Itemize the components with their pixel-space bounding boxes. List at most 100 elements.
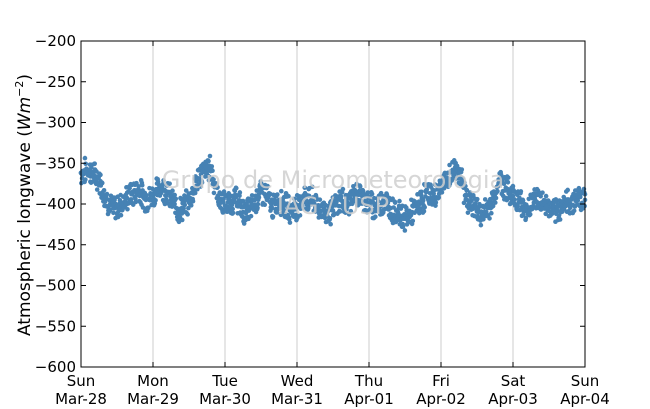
data-point [139,182,145,188]
data-point [392,200,398,205]
data-point [206,158,211,164]
data-point [474,196,480,202]
data-point [306,205,311,211]
data-point [244,201,250,207]
data-point [188,203,194,208]
y-axis-title-exponent: −2 [13,81,26,97]
watermark-line-2: IAG / USP [277,192,389,220]
data-point [170,188,175,194]
data-point [221,196,226,202]
data-point [510,183,516,189]
data-point [373,214,378,220]
x-tick-label-day: Sun [571,372,600,390]
data-point [325,208,331,214]
data-point [433,200,439,205]
data-point [520,198,526,203]
data-point [127,185,132,191]
data-point [441,185,447,191]
x-tick-label-day: Tue [211,372,238,390]
data-point [287,220,293,225]
data-point [431,191,436,197]
data-point [557,217,563,222]
data-point [329,207,335,213]
data-point [421,208,427,214]
data-point [136,183,141,189]
data-point [469,198,474,204]
data-point [104,191,110,197]
data-point [365,190,371,195]
x-tick-label-day: Sat [501,372,526,390]
data-point [101,187,107,193]
data-point [418,206,424,211]
data-point [400,224,406,229]
y-tick-label: −600 [35,358,76,376]
data-point [348,208,354,214]
data-point [297,213,303,218]
data-point [369,191,375,197]
data-point [527,212,533,217]
data-point [357,184,363,189]
watermark: Grupo de Micrometeorologia IAG / USP [162,166,504,220]
data-point [241,221,247,226]
y-tick-label: −300 [35,114,76,132]
data-point [521,212,526,218]
x-tick-label-date: Apr-04 [560,390,610,408]
x-tick-label-day: Thu [354,372,383,390]
data-point [161,178,166,183]
y-tick-label: −350 [35,154,76,172]
data-point [309,184,315,190]
data-point [447,162,452,168]
data-point [83,161,88,167]
x-tick-label-day: Wed [281,372,314,390]
data-point [508,190,513,196]
y-tick-label: −400 [35,195,76,213]
data-point [375,198,381,204]
data-point [125,206,130,212]
data-point [207,153,213,159]
data-point [94,187,100,192]
data-point [463,192,469,197]
data-point [549,211,555,216]
data-point [571,208,577,214]
data-point [272,197,278,203]
data-point [391,205,397,210]
data-point [492,200,498,205]
data-point [302,185,308,190]
data-point [461,200,467,206]
data-point [523,215,529,221]
data-point [459,167,465,172]
data-point [463,183,468,189]
data-point [82,155,88,161]
x-axis: SunMar-28MonMar-29TueMar-30WedMar-31ThuA… [55,41,610,408]
x-tick-label-date: Apr-02 [416,390,466,408]
data-point [543,211,549,217]
data-point [462,180,467,185]
data-point [402,228,408,233]
data-point [229,202,235,208]
data-point [575,198,581,203]
data-point [538,193,543,199]
data-point [186,205,191,211]
x-tick-label-day: Mon [137,372,169,390]
data-point [385,200,391,206]
data-point [269,204,274,210]
data-point [231,196,237,201]
data-point [387,205,393,211]
data-point [371,195,377,201]
data-point [419,189,424,195]
data-point [118,212,124,218]
data-point [578,194,583,200]
data-point [198,172,204,177]
data-point [378,190,384,196]
data-point [493,195,499,201]
data-point [467,190,473,195]
data-point [327,216,333,221]
data-point [215,184,220,190]
data-point [133,199,139,205]
data-point [171,201,177,206]
data-point [199,180,205,185]
data-point [300,205,305,211]
data-point [179,217,185,223]
data-point [173,196,179,202]
data-point [185,212,190,217]
